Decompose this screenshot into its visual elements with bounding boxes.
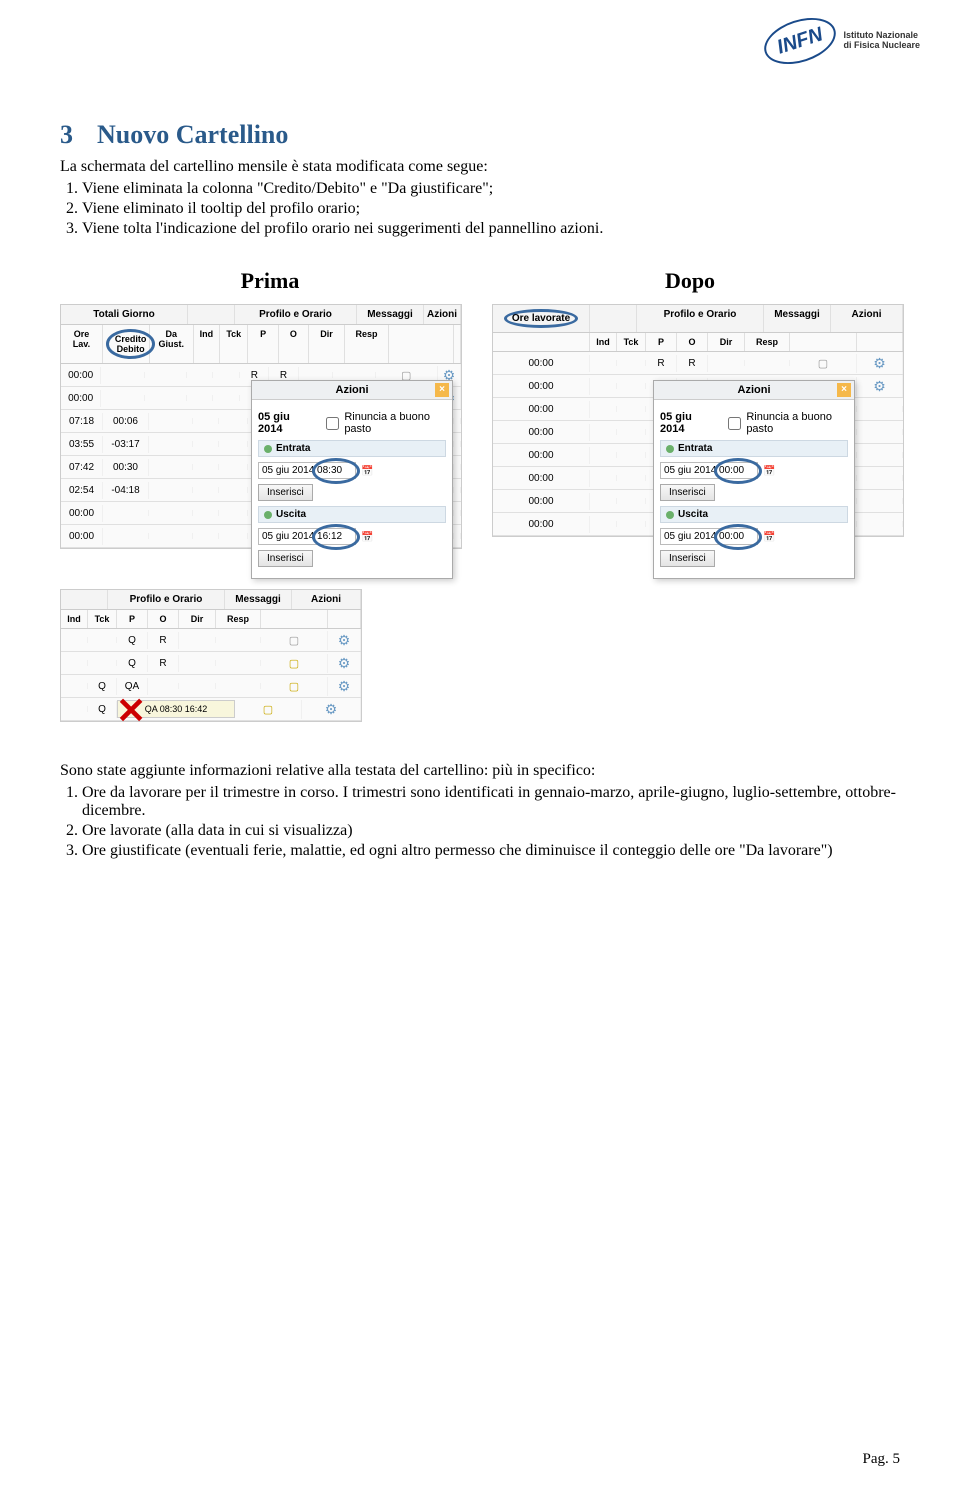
- heading-number: 3: [60, 120, 73, 149]
- body-text: Sono state aggiunte informazioni relativ…: [60, 762, 900, 780]
- list-item: Ore giustificate (eventuali ferie, malat…: [82, 842, 900, 860]
- highlight-circle: [714, 458, 762, 484]
- highlight-circle: [312, 524, 360, 550]
- label-dopo: Dopo: [480, 268, 900, 294]
- changes-list: Viene eliminata la colonna "Credito/Debi…: [82, 180, 900, 238]
- highlight-circle: [312, 458, 360, 484]
- screenshot-dopo: Ore lavorate Profilo e Orario Messaggi A…: [492, 304, 904, 549]
- section-heading: 3 Nuovo Cartellino: [60, 120, 900, 150]
- heading-title: Nuovo Cartellino: [97, 120, 288, 149]
- gear-icon[interactable]: [323, 701, 339, 717]
- gear-icon[interactable]: [872, 378, 888, 394]
- document-icon: [263, 705, 273, 716]
- calendar-icon[interactable]: [361, 531, 373, 543]
- table-header: Totali Giorno Profilo e Orario Messaggi …: [61, 305, 461, 325]
- label-prima: Prima: [60, 268, 480, 294]
- inserisci-button[interactable]: Inserisci: [258, 484, 313, 501]
- status-dot-icon: [666, 511, 674, 519]
- additions-list: Ore da lavorare per il trimestre in cors…: [82, 784, 900, 860]
- status-dot-icon: [264, 511, 272, 519]
- azioni-popup: Azioni× 05 giu 2014 Rinuncia a buono pas…: [653, 380, 855, 579]
- page-number: Pag. 5: [863, 1451, 901, 1468]
- table-header: Profilo e Orario Messaggi Azioni: [61, 590, 361, 610]
- table-subheader: Ore Lav. Credito Debito Da Giust. Ind Tc…: [61, 325, 461, 364]
- highlight-circle: [714, 524, 762, 550]
- circled-header: Ore lavorate: [504, 309, 578, 328]
- circled-column: Credito Debito: [106, 329, 156, 359]
- gear-icon[interactable]: [336, 632, 352, 648]
- status-dot-icon: [666, 445, 674, 453]
- logo-acronym: INFN: [759, 10, 842, 73]
- rinuncia-checkbox[interactable]: [728, 417, 741, 430]
- gear-icon[interactable]: [336, 655, 352, 671]
- document-icon: [289, 636, 299, 647]
- document-icon: [289, 682, 299, 693]
- document-icon: [289, 659, 299, 670]
- inserisci-button[interactable]: Inserisci: [660, 484, 715, 501]
- close-icon[interactable]: ×: [837, 383, 851, 397]
- before-after-labels: Prima Dopo: [60, 268, 900, 294]
- calendar-icon[interactable]: [361, 465, 373, 477]
- intro-text: La schermata del cartellino mensile è st…: [60, 158, 900, 176]
- gear-icon[interactable]: [872, 355, 888, 371]
- gear-icon[interactable]: [336, 678, 352, 694]
- logo: INFN Istituto Nazionale di Fisica Nuclea…: [763, 20, 920, 62]
- list-item: Ore lavorate (alla data in cui si visual…: [82, 822, 900, 840]
- list-item: Ore da lavorare per il trimestre in cors…: [82, 784, 900, 820]
- calendar-icon[interactable]: [763, 531, 775, 543]
- screenshot-tooltip-removed: Profilo e Orario Messaggi Azioni Ind Tck…: [60, 589, 360, 722]
- calendar-icon[interactable]: [763, 465, 775, 477]
- azioni-popup: Azioni× 05 giu 2014 Rinuncia a buono pas…: [251, 380, 453, 579]
- document-icon: [818, 359, 828, 370]
- logo-text: Istituto Nazionale di Fisica Nucleare: [843, 31, 920, 51]
- list-item: Viene eliminato il tooltip del profilo o…: [82, 200, 900, 218]
- table-header: Ore lavorate Profilo e Orario Messaggi A…: [493, 305, 903, 333]
- table-subheader: Ind Tck P O Dir Resp: [61, 610, 361, 629]
- list-item: Viene eliminata la colonna "Credito/Debi…: [82, 180, 900, 198]
- inserisci-button[interactable]: Inserisci: [660, 550, 715, 567]
- list-item: Viene tolta l'indicazione del profilo or…: [82, 220, 900, 238]
- close-icon[interactable]: ×: [435, 383, 449, 397]
- inserisci-button[interactable]: Inserisci: [258, 550, 313, 567]
- screenshot-prima: Totali Giorno Profilo e Orario Messaggi …: [60, 304, 462, 549]
- status-dot-icon: [264, 445, 272, 453]
- table-subheader: Ind Tck P O Dir Resp: [493, 333, 903, 352]
- rinuncia-checkbox[interactable]: [326, 417, 339, 430]
